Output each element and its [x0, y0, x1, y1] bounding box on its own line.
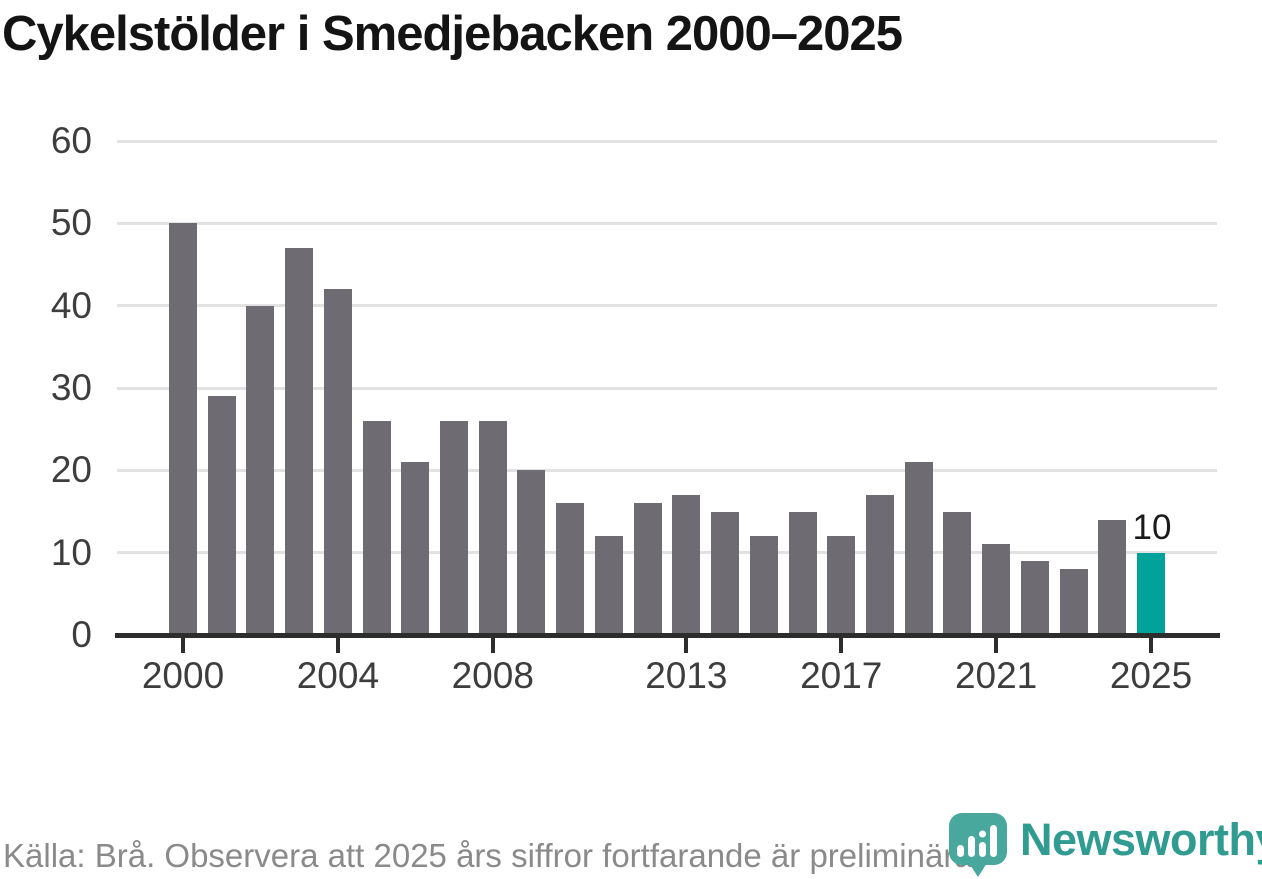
bar-2008: [478, 420, 507, 635]
gridline-10: [117, 551, 1217, 555]
bar-2017: [827, 536, 856, 635]
bar-2007: [440, 420, 469, 635]
bar-2025: [1137, 552, 1165, 635]
gridline-60: [117, 139, 1217, 143]
y-axis-label-50: 50: [50, 202, 92, 244]
chart-title: Cykelstölder i Smedjebacken 2000–2025: [2, 7, 903, 61]
y-axis-label-10: 10: [50, 531, 92, 573]
x-axis-label-2017: 2017: [800, 655, 883, 696]
bar-2012: [633, 503, 662, 635]
gridline-20: [117, 468, 1217, 472]
bar-2005: [362, 420, 391, 635]
x-tick-2017: [839, 637, 844, 653]
x-tick-2004: [335, 637, 340, 653]
y-axis-label-30: 30: [50, 367, 92, 408]
bar-2016: [788, 511, 817, 635]
y-axis-label-60: 60: [50, 120, 92, 161]
bar-2018: [865, 495, 894, 635]
bar-2000: [169, 223, 197, 635]
x-tick-2021: [994, 637, 999, 653]
bar-2019: [904, 462, 933, 635]
bar-2014: [711, 511, 740, 635]
x-axis-label-2021: 2021: [954, 655, 1038, 696]
bar-2001: [207, 396, 236, 635]
bar-2024: [1098, 519, 1127, 635]
x-axis-label-2000: 2000: [141, 655, 225, 696]
bar-value-label-2025: 10: [1132, 507, 1172, 547]
x-axis-label-2013: 2013: [645, 655, 728, 696]
bar-2004: [323, 289, 352, 635]
x-tick-2000: [181, 637, 185, 653]
gridline-40: [117, 304, 1217, 308]
bar-2023: [1059, 569, 1088, 635]
newsworthy-logo[interactable]: Newsworthy: [948, 812, 1262, 878]
newsworthy-wordmark: Newsworthy: [1020, 814, 1262, 865]
bar-2022: [1020, 560, 1049, 635]
y-axis-label-0: 0: [71, 614, 92, 655]
source-note: Källa: Brå. Observera att 2025 års siffr…: [3, 837, 982, 874]
gridline-50: [117, 221, 1217, 225]
bar-2020: [943, 511, 972, 635]
bar-2011: [594, 536, 623, 635]
bar-2010: [556, 503, 585, 635]
bar-2013: [672, 495, 701, 635]
y-axis-label-20: 20: [50, 449, 92, 491]
y-axis-label-40: 40: [50, 284, 92, 326]
bar-2021: [982, 544, 1011, 635]
bar-2015: [749, 536, 778, 635]
bar-2003: [285, 248, 314, 635]
x-tick-2008: [490, 637, 495, 653]
x-tick-2025: [1149, 637, 1153, 653]
bar-2002: [246, 305, 275, 635]
x-axis-label-2008: 2008: [451, 655, 534, 696]
x-axis-label-2025: 2025: [1109, 655, 1193, 696]
x-axis-line: [115, 633, 1220, 638]
bar-2009: [517, 470, 546, 635]
bar-2006: [401, 462, 430, 635]
x-axis-label-2004: 2004: [296, 655, 380, 696]
newsworthy-pin-icon: [949, 813, 1007, 877]
gridline-30: [117, 386, 1217, 390]
x-tick-2013: [684, 637, 689, 653]
